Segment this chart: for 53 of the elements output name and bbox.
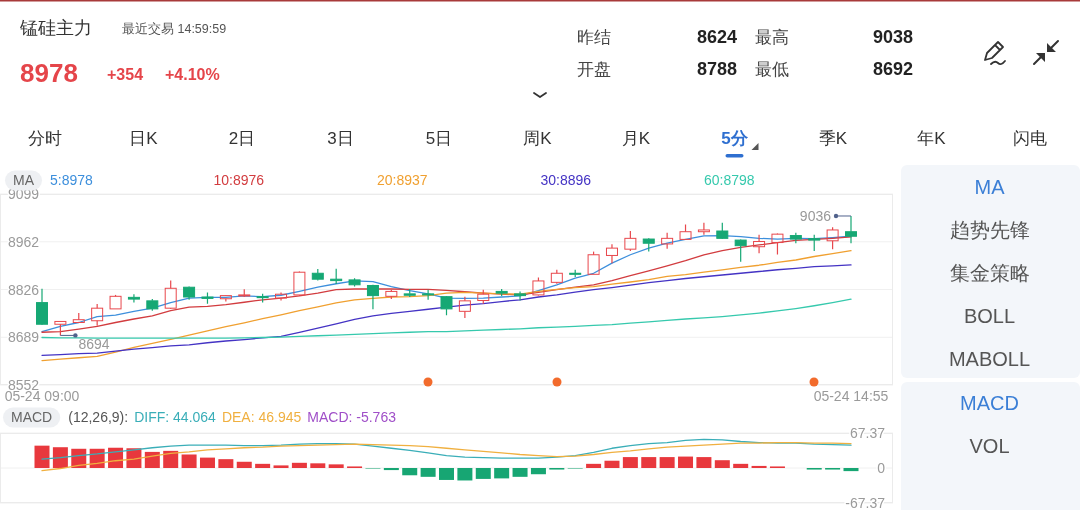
header-text: 最低 (755, 60, 789, 79)
legend-item: DIFF: 44.064 (134, 409, 216, 425)
legend-item: 10:8976 (213, 172, 265, 188)
legend-title: MA (13, 172, 35, 188)
menu-label: MABOLL (948, 348, 1031, 370)
header-text: 8692 (872, 59, 913, 79)
legend-note: MACD: -5.763 (307, 409, 396, 425)
tab-label: 日K (129, 129, 158, 148)
tab-label: 季K (818, 129, 848, 148)
tab-label: 5分 (721, 129, 748, 148)
menu-label-active: MACD (960, 392, 1019, 414)
header-text: 昨结 (577, 28, 611, 47)
header-text: 最高 (755, 28, 789, 47)
legend-title: MACD (11, 409, 53, 425)
y-tick-label: 8826 (8, 281, 40, 298)
subtitle: 最近交易 14:59:59 (122, 22, 227, 36)
y-tick-label: 8689 (8, 329, 40, 346)
menu-label: 集金策略 (949, 262, 1030, 284)
header-text: 开盘 (577, 60, 611, 79)
y-tick-label: 8962 (8, 233, 40, 250)
y-tick-label: 8552 (8, 377, 40, 393)
legend-item: 30:8896 (540, 172, 592, 188)
tab-label: 2日 (228, 129, 256, 148)
legend-note: (12,26,9): (68, 409, 129, 425)
tab-label: 月K (621, 129, 651, 148)
legend-item: DEA: 46.945 (221, 409, 302, 425)
header-text: 8624 (696, 27, 737, 47)
tab-label: 3日 (327, 129, 354, 148)
y-tick-label: 67.37 (849, 425, 885, 441)
header-text: +4.10% (165, 66, 220, 83)
tab-label: 周K (523, 129, 552, 148)
y-tick-label: -67.37 (845, 495, 885, 510)
menu-label-active: MA (974, 176, 1005, 198)
menu-label: 趋势先锋 (949, 219, 1030, 241)
annotation: 9036 (799, 208, 831, 224)
menu-label: VOL (969, 435, 1010, 457)
header-text: 9038 (872, 27, 913, 47)
tab-label: 5日 (425, 129, 453, 148)
tab-label: 闪电 (1013, 129, 1047, 148)
legend-item: 20:8937 (377, 172, 428, 188)
annotation: 8694 (78, 336, 110, 353)
tab-label: 分时 (28, 129, 62, 148)
legend-item: 5:8978 (50, 172, 93, 188)
x-tick-label: 05-24 14:55 (813, 388, 889, 404)
header-text: 8978 (20, 58, 78, 88)
legend-title: MACD (3, 407, 61, 428)
y-tick-label: 0 (877, 460, 885, 476)
header-text: +354 (107, 66, 144, 83)
legend-item: 60:8798 (704, 172, 755, 188)
title: 锰硅主力 (20, 18, 92, 38)
header-text: 8788 (696, 59, 737, 79)
menu-label: BOLL (963, 305, 1016, 327)
tab-label: 年K (917, 129, 946, 148)
